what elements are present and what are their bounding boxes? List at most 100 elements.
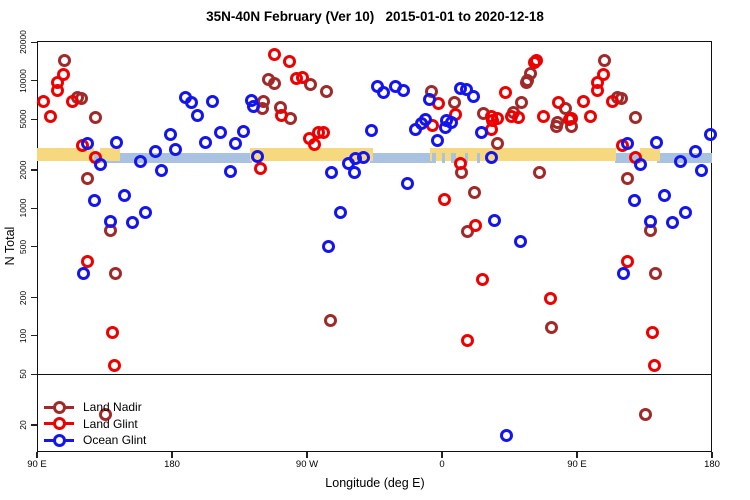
point-ocean-glint [139, 206, 153, 220]
point-ocean-glint [485, 151, 499, 165]
y-tick-mark [31, 335, 37, 337]
plot-border [37, 41, 712, 452]
point-ocean-glint [251, 149, 265, 163]
point-land-glint [551, 96, 565, 110]
point-ocean-glint [422, 93, 436, 107]
y-tick-mark [31, 207, 37, 209]
point-land-nadir [57, 54, 71, 68]
point-land-nadir [533, 166, 547, 180]
y-tick-label: 50 [18, 369, 28, 380]
point-land-nadir [303, 77, 317, 91]
point-land-glint [437, 193, 451, 207]
y-tick-label: 500 [18, 239, 28, 254]
point-ocean-glint [236, 125, 250, 139]
point-land-glint [605, 94, 619, 108]
point-land-nadir [108, 267, 122, 281]
point-land-glint [468, 218, 482, 232]
point-ocean-glint [223, 164, 237, 178]
point-land-glint [562, 112, 576, 126]
ocean-speckle-band [476, 153, 480, 164]
point-land-nadir [467, 186, 481, 200]
point-ocean-glint [679, 206, 693, 220]
point-ocean-glint [657, 189, 671, 203]
point-land-glint [530, 53, 544, 67]
legend-label: Land Nadir [83, 400, 142, 415]
point-ocean-glint [365, 123, 379, 137]
y-axis-label: N Total [3, 226, 17, 266]
point-ocean-glint [103, 215, 117, 229]
ocean-expected-band [370, 153, 432, 164]
y-tick-mark [31, 169, 37, 171]
point-land-nadir [549, 119, 563, 133]
ocean-expected-band [91, 153, 252, 164]
point-ocean-glint [460, 83, 474, 97]
y-tick-label: 5000 [18, 109, 28, 129]
ocean-speckle-band [442, 153, 445, 164]
y-tick-mark [31, 246, 37, 248]
point-land-nadir [323, 314, 337, 328]
point-ocean-glint [321, 239, 335, 253]
point-ocean-glint [467, 90, 481, 104]
x-tick-mark [711, 452, 713, 458]
point-ocean-glint [87, 194, 101, 208]
point-ocean-glint [499, 428, 513, 442]
point-ocean-glint [616, 266, 630, 280]
point-land-glint [491, 111, 505, 125]
point-ocean-glint [474, 126, 488, 140]
point-ocean-glint [148, 144, 162, 158]
y-tick-mark [31, 373, 37, 375]
point-land-nadir [544, 320, 558, 334]
point-land-nadir [621, 171, 635, 185]
point-ocean-glint [513, 234, 527, 248]
x-tick-mark [441, 452, 443, 458]
y-tick-label: 20 [18, 420, 28, 430]
point-ocean-glint [117, 189, 131, 203]
point-land-nadir [461, 225, 475, 239]
x-tick-label: 180 [704, 459, 720, 470]
y-tick-mark [31, 118, 37, 120]
point-ocean-glint [401, 177, 415, 191]
legend-item: Ocean Glint [44, 432, 146, 449]
point-ocean-glint [347, 166, 361, 180]
y-tick-label: 2000 [18, 160, 28, 180]
x-tick-label: 0 [439, 459, 445, 470]
point-land-nadir [597, 54, 611, 68]
point-land-nadir [447, 96, 461, 110]
point-ocean-glint [431, 133, 445, 147]
point-ocean-glint [396, 83, 410, 97]
y-tick-label: 20000 [18, 30, 28, 55]
point-land-glint [453, 157, 467, 171]
point-ocean-glint [621, 137, 635, 151]
point-land-glint [498, 85, 512, 99]
point-land-nadir [648, 267, 662, 281]
point-ocean-glint [246, 99, 260, 113]
point-land-glint [576, 95, 590, 109]
point-ocean-glint [213, 126, 227, 140]
point-land-glint [254, 161, 268, 175]
x-tick-mark [576, 452, 578, 458]
legend-circle-icon [52, 400, 66, 414]
x-tick-label: 90 E [27, 459, 47, 470]
x-axis-label: Longitude (deg E) [325, 476, 425, 490]
point-ocean-glint [633, 158, 647, 172]
point-land-nadir [628, 110, 642, 124]
point-land-glint [461, 334, 475, 348]
legend-circle-icon [52, 417, 66, 431]
land-expected-band [640, 148, 660, 162]
point-ocean-glint [93, 158, 107, 172]
point-ocean-glint [191, 109, 205, 123]
point-ocean-glint [333, 206, 347, 220]
point-ocean-glint [168, 142, 182, 156]
land-expected-band [250, 148, 373, 162]
point-land-glint [267, 47, 281, 61]
point-land-glint [648, 358, 662, 372]
point-ocean-glint [126, 215, 140, 229]
legend-marker-icon [44, 417, 74, 431]
point-ocean-glint [488, 214, 502, 228]
y-tick-label: 200 [18, 290, 28, 305]
point-ocean-glint [76, 266, 90, 280]
ocean-speckle-band [431, 153, 436, 164]
point-land-nadir [320, 84, 334, 98]
point-ocean-glint [666, 215, 680, 229]
